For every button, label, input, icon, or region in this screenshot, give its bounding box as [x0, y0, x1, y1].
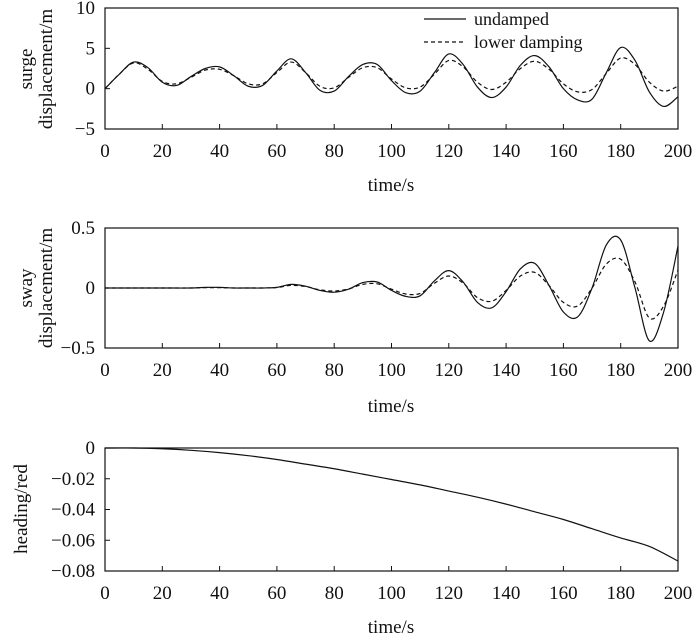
heading-x-tick-label: 60	[267, 583, 286, 604]
heading-x-tick-label: 200	[664, 583, 693, 604]
surge-plot-frame	[104, 7, 679, 130]
legend-undamped-label: undamped	[474, 9, 549, 29]
surge-y-tick-label: 5	[86, 38, 96, 59]
sway-x-tick-label: 160	[549, 360, 578, 381]
sway-series-undamped	[105, 235, 679, 342]
sway-y-tick-label: −0.5	[61, 338, 95, 359]
sway-x-tick-label: 80	[325, 360, 344, 381]
surge-legend: undamped lower damping	[424, 9, 582, 52]
heading-x-tick-label: 40	[210, 583, 229, 604]
sway-x-tick-label: 40	[210, 360, 229, 381]
sway-x-axis-label: time/s	[368, 396, 414, 417]
heading-x-tick-label: 0	[100, 583, 110, 604]
sway-y-tick-label: 0	[86, 278, 96, 299]
sway-series	[105, 235, 679, 342]
surge-series	[104, 46, 679, 108]
surge-x-axis-label: time/s	[368, 175, 414, 196]
heading-x-tick-label: 20	[153, 583, 172, 604]
sway-x-tick-label: 140	[492, 360, 521, 381]
sway-ticks: 0 20 40 60 80 100 120 140 160 180 200−0.500.5	[61, 218, 693, 381]
sway-x-tick-label: 0	[100, 360, 110, 381]
sway-x-tick-label: 60	[267, 360, 286, 381]
surge-x-tick-label: 180	[606, 141, 635, 162]
heading-x-tick-label: 120	[435, 583, 464, 604]
surge-y-tick-label: 0	[86, 79, 96, 100]
sway-y-axis-label-line1: sway	[16, 268, 37, 308]
surge-x-tick-label: 80	[325, 141, 344, 162]
heading-ticks: 0 20 40 60 80 100 120 140 160 180 200 −0.08 −0.06 −0.…	[51, 438, 692, 604]
surge-series-lower-damping	[104, 57, 679, 93]
surge-x-tick-label: 200	[664, 141, 693, 162]
surge-x-tick-label: 40	[210, 141, 229, 162]
sway-series-lower-damping	[105, 257, 679, 320]
heading-panel: 0 20 40 60 80 100 120 140 160 180 200 −0.08 −0.06 −0.…	[11, 438, 692, 638]
heading-y-tick-label: −0.08	[51, 561, 95, 582]
heading-x-tick-label: 160	[549, 583, 578, 604]
heading-series-heading	[104, 447, 679, 562]
heading-plot-frame	[104, 447, 679, 572]
sway-x-tick-label: 100	[377, 360, 406, 381]
surge-x-tick-label: 20	[153, 141, 172, 162]
surge-y-axis-label-line2: displacement/m	[36, 9, 57, 130]
sway-x-tick-label: 180	[606, 360, 635, 381]
surge-x-tick-label: 140	[492, 141, 521, 162]
heading-y-tick-label: −0.04	[51, 500, 95, 521]
sway-x-tick-label: 120	[435, 360, 464, 381]
heading-x-tick-label: 100	[377, 583, 406, 604]
surge-y-tick-label: −5	[75, 119, 95, 140]
heading-y-tick-label: −0.02	[51, 469, 95, 490]
surge-x-tick-label: 0	[100, 141, 110, 162]
sway-y-axis-label-line2: displacement/m	[36, 228, 57, 349]
heading-series	[104, 447, 679, 562]
heading-x-tick-label: 180	[606, 583, 635, 604]
sway-y-tick-label: 0.5	[71, 218, 95, 239]
surge-x-tick-label: 100	[377, 141, 406, 162]
heading-x-axis-label: time/s	[368, 617, 414, 638]
legend-lower-damping-label: lower damping	[474, 32, 582, 52]
surge-series-undamped	[104, 46, 679, 108]
sway-panel: 0 20 40 60 80 100 120 140 160 180 200−0.500.5 time…	[16, 218, 692, 417]
heading-y-axis-label: heading/red	[11, 464, 32, 554]
heading-y-tick-label: −0.06	[51, 530, 95, 551]
heading-x-tick-label: 80	[325, 583, 344, 604]
surge-y-axis-label-line1: surge	[16, 49, 37, 90]
surge-x-tick-label: 160	[549, 141, 578, 162]
sway-x-tick-label: 200	[664, 360, 693, 381]
surge-x-tick-label: 120	[435, 141, 464, 162]
heading-x-tick-label: 140	[492, 583, 521, 604]
heading-y-tick-label: 0	[86, 438, 96, 459]
sway-x-tick-label: 20	[153, 360, 172, 381]
surge-x-tick-label: 60	[267, 141, 286, 162]
surge-y-tick-label: 10	[76, 0, 95, 19]
